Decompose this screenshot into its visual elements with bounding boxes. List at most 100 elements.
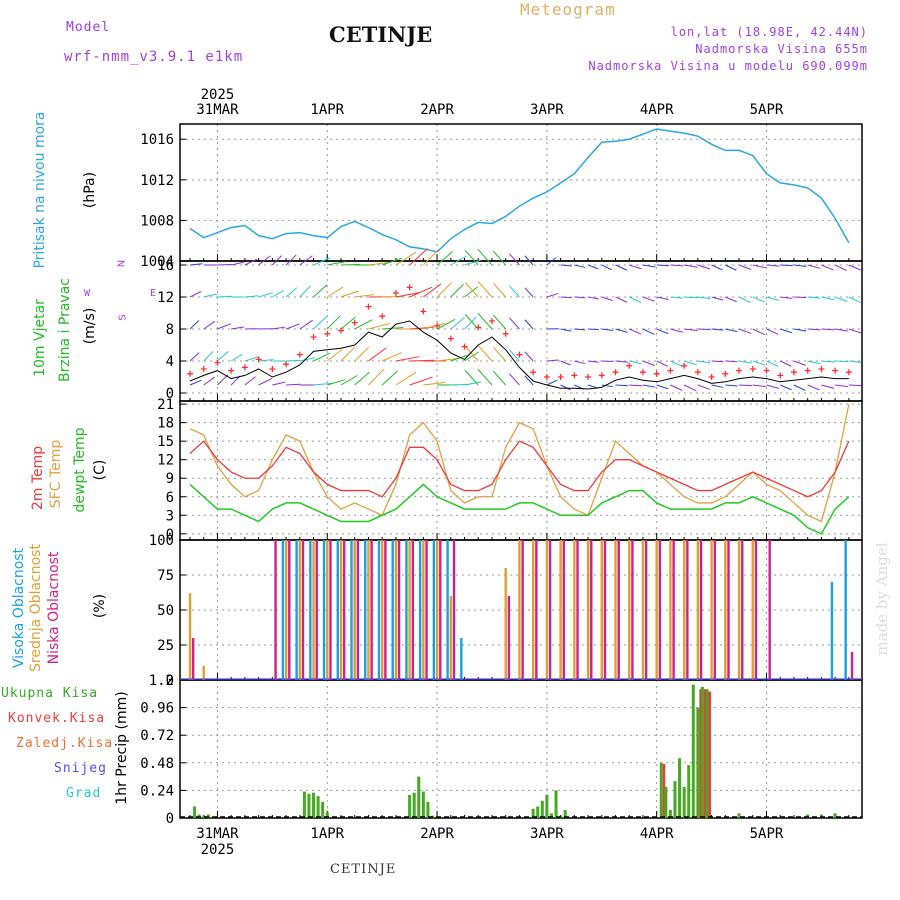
wind-gust-marker [324, 330, 331, 337]
wind-arrow [508, 373, 520, 386]
wind-gust-marker [667, 367, 674, 374]
day-label-bottom: 5APR [750, 826, 784, 842]
wind-arrow [258, 378, 273, 386]
cloud-mid-bar [202, 666, 205, 680]
wind-arrow [464, 282, 479, 298]
precip-total-bar [691, 684, 695, 818]
cloud-low-bar [411, 540, 415, 680]
wind-gust-marker [694, 369, 701, 376]
wind-arrow [725, 328, 738, 333]
y-tick-label: 1012 [140, 173, 174, 189]
wind-arrow [464, 314, 479, 330]
cloud-low-bar [686, 540, 689, 680]
cloud-mid-bar [518, 540, 521, 680]
wind-arrow [821, 296, 835, 301]
wind-gust-marker [461, 343, 468, 350]
y-tick-label: 50 [157, 603, 174, 619]
wind-arrow [395, 292, 420, 298]
wind-arrow [766, 328, 779, 335]
wind-arrow [656, 360, 668, 367]
wind-arrow [697, 328, 711, 331]
cloud-high-bar [460, 638, 463, 680]
cloud-mid-bar [394, 540, 398, 680]
wind-arrow [793, 328, 807, 332]
wind-arrow [258, 359, 274, 362]
precip-total-bar [417, 776, 421, 818]
wind-arrow [711, 296, 724, 301]
wind-arrow [793, 384, 806, 391]
precip-total-bar [193, 806, 197, 818]
precip-total-bar [325, 812, 329, 818]
wind-arrow [217, 351, 229, 362]
wind-arrow [752, 360, 766, 366]
wind-arrow [697, 296, 711, 300]
wind-arrow [409, 359, 435, 362]
y-tick-label: 75 [157, 568, 174, 584]
wind-arrow [752, 328, 765, 336]
wind-arrow [642, 384, 656, 388]
wind-arrow [821, 384, 835, 389]
wind-arrow [436, 282, 453, 298]
day-label-bottom: 31MAR [196, 826, 239, 842]
wind-arrow [766, 384, 780, 389]
wind-arrow [834, 264, 847, 272]
wind-arrow [286, 383, 301, 386]
wind-arrow [560, 264, 572, 267]
wind-arrow [217, 323, 232, 330]
day-label-bottom: 2APR [420, 826, 454, 842]
year-label-bottom: 2025 [201, 842, 235, 858]
cloud-mid-bar [504, 568, 507, 680]
cloud-high-bar [391, 540, 394, 680]
wind-gust-marker [653, 370, 660, 377]
wind-arrow [738, 328, 752, 335]
wind-arrow [381, 352, 402, 362]
wind-gust-marker [310, 334, 317, 340]
wind-arrow [450, 255, 467, 266]
wind-arrow [203, 293, 218, 298]
cloud-mid-bar [435, 540, 439, 680]
wind-gust-marker [585, 374, 592, 380]
wind-arrow [382, 327, 404, 330]
wind-arrow [313, 284, 328, 298]
wind-arrow [231, 261, 244, 266]
wind-arrow [642, 360, 655, 366]
precip-total-bar [531, 808, 535, 818]
wind-gust-marker [612, 369, 619, 376]
wind-arrow [313, 316, 328, 330]
cloud-mid-bar [614, 540, 617, 680]
y-tick-label: 0.72 [140, 728, 174, 744]
wind-arrow [574, 360, 586, 365]
cloud-low-bar [521, 540, 524, 680]
wind-gust-marker [241, 364, 248, 371]
precip-total-bar [687, 765, 691, 818]
wind-arrow [508, 349, 520, 362]
wind-arrow [285, 323, 300, 330]
y-tick-label: 0 [166, 386, 174, 402]
wind-gust-marker [392, 290, 399, 296]
cloud-low-bar [370, 540, 373, 680]
cloud-mid-bar [751, 540, 754, 680]
wind-gust-marker [187, 370, 193, 377]
t2m-line [189, 440, 850, 498]
precip-total-bar [540, 800, 544, 818]
wind-arrow [711, 328, 724, 331]
wind-arrow [189, 379, 202, 386]
y-tick-label: 6 [166, 490, 174, 506]
wind-arrow [766, 296, 780, 301]
wind-arrow [477, 280, 493, 298]
wind-arrow [683, 360, 698, 366]
wind-arrow [670, 328, 684, 333]
wind-arrow [601, 384, 613, 388]
wind-gust-marker [447, 335, 454, 342]
wind-arrow [615, 360, 629, 363]
wind-arrow [381, 370, 399, 386]
cloud-mid-bar [367, 540, 370, 680]
cloud-low-bar [850, 652, 854, 680]
precip-legend-total: Ukupna Kisa [1, 686, 99, 701]
wind-arrow [189, 263, 203, 266]
wind-arrow [807, 384, 820, 391]
wind-arrow [464, 286, 479, 298]
wind-arrow [203, 376, 215, 386]
cloud-low-bar [603, 540, 607, 680]
y-tick-label: 15 [157, 434, 174, 450]
